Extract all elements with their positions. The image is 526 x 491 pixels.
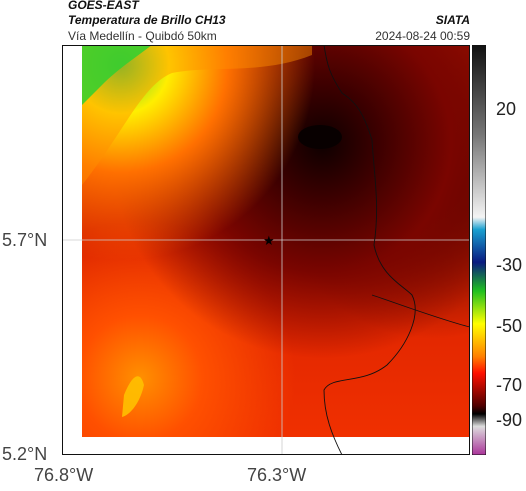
product-title: Temperatura de Brillo CH13	[68, 13, 226, 27]
temperature-field	[82, 45, 470, 437]
colorbar-tick-minus70: -70	[496, 375, 523, 395]
lon-tick-76-3: 76.3°W	[247, 465, 307, 485]
route-label: Vía Medellín - Quibdó 50km	[68, 29, 217, 43]
lat-tick-5-2: 5.2°N	[2, 444, 48, 464]
department-border	[323, 45, 416, 455]
datetime-label: 2024-08-24 00:59	[375, 29, 470, 43]
colorbar-tick-20: 20	[496, 99, 517, 119]
source-label: SIATA	[435, 13, 470, 27]
satellite-title: GOES-EAST	[68, 0, 139, 12]
lat-tick-5-7: 5.7°N	[2, 230, 48, 250]
star-icon: ★	[263, 234, 275, 249]
colorbar-tick-minus50: -50	[496, 316, 523, 336]
colorbar-tick-minus30: -30	[496, 255, 523, 275]
colorbar	[472, 45, 486, 455]
municipal-border	[371, 294, 470, 328]
lon-tick-76-8: 76.8°W	[34, 465, 94, 485]
colorbar-tick-minus90: -90	[496, 410, 523, 430]
brightness-temperature-map: ★	[62, 45, 470, 455]
